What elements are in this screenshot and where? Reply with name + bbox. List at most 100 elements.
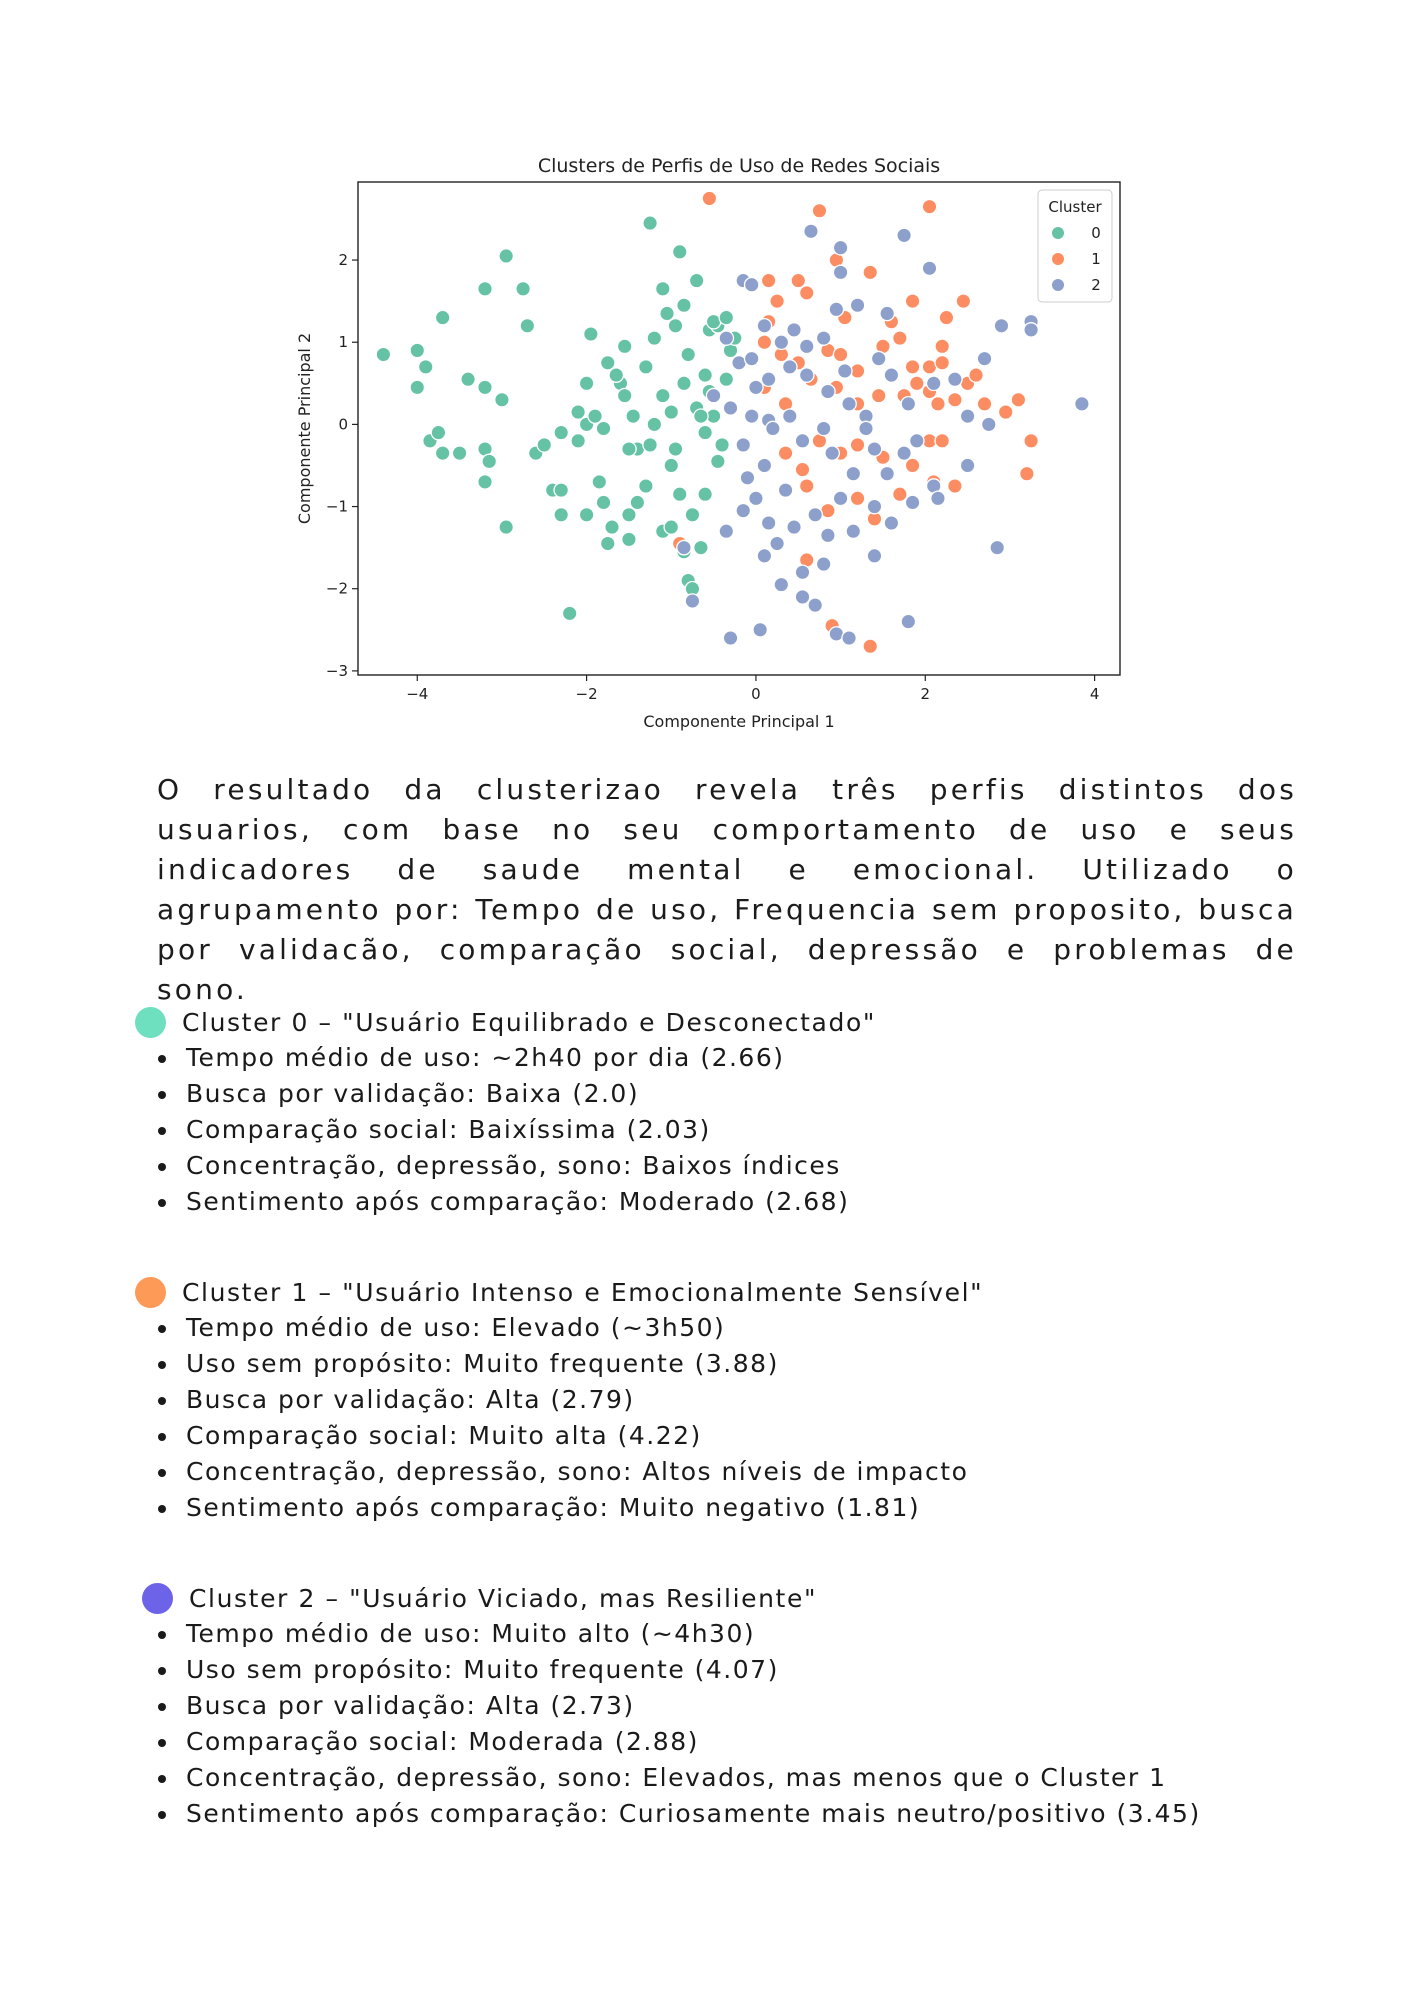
data-point-cluster-0 xyxy=(718,371,735,388)
y-tick-label: −1 xyxy=(326,498,348,516)
data-point-cluster-2 xyxy=(866,498,883,515)
data-point-cluster-2 xyxy=(748,379,764,396)
data-point-cluster-2 xyxy=(824,445,840,461)
data-point-cluster-2 xyxy=(959,457,976,474)
legend-label-2: 2 xyxy=(1091,276,1101,294)
data-point-cluster-0 xyxy=(621,531,637,548)
x-tick-label: −4 xyxy=(406,685,428,703)
data-point-cluster-2 xyxy=(815,330,832,346)
list-item: Comparação social: Moderada (2.88) xyxy=(135,1724,1335,1760)
data-point-cluster-1 xyxy=(794,461,811,478)
legend-label-1: 1 xyxy=(1091,250,1101,268)
data-point-cluster-1 xyxy=(976,395,993,412)
x-axis-label: Componente Principal 1 xyxy=(643,712,834,731)
list-item: Busca por validação: Baixa (2.0) xyxy=(135,1076,1335,1112)
data-point-cluster-2 xyxy=(748,490,764,507)
data-point-cluster-0 xyxy=(654,387,671,404)
data-point-cluster-2 xyxy=(866,548,883,564)
data-point-cluster-2 xyxy=(735,502,752,519)
data-point-cluster-2 xyxy=(989,539,1006,556)
list-item: Tempo médio de uso: Muito alto (~4h30) xyxy=(135,1616,1335,1652)
data-point-cluster-2 xyxy=(820,527,836,544)
data-point-cluster-0 xyxy=(697,424,713,441)
data-point-cluster-0 xyxy=(477,379,493,396)
data-point-cluster-2 xyxy=(760,515,777,531)
data-point-cluster-0 xyxy=(409,379,426,396)
data-point-cluster-2 xyxy=(828,301,845,318)
data-point-cluster-2 xyxy=(760,371,777,388)
data-point-cluster-0 xyxy=(599,354,616,371)
data-point-cluster-0 xyxy=(477,280,493,297)
data-point-cluster-0 xyxy=(693,408,709,425)
data-point-cluster-2 xyxy=(756,548,773,564)
data-point-cluster-2 xyxy=(959,408,976,425)
data-point-cluster-0 xyxy=(553,424,570,441)
data-point-cluster-2 xyxy=(879,465,896,482)
data-point-cluster-0 xyxy=(570,432,586,449)
y-axis-label: Componente Principal 2 xyxy=(295,333,314,524)
data-point-cluster-2 xyxy=(904,494,921,511)
data-point-cluster-0 xyxy=(680,346,697,363)
list-item: Tempo médio de uso: ~2h40 por dia (2.66) xyxy=(135,1040,1335,1076)
data-point-cluster-1 xyxy=(934,354,951,371)
data-point-cluster-0 xyxy=(409,342,426,359)
data-point-cluster-0 xyxy=(604,519,620,535)
data-point-cluster-2 xyxy=(765,420,781,437)
data-point-cluster-1 xyxy=(1010,391,1027,408)
data-point-cluster-0 xyxy=(693,539,709,556)
data-point-cluster-0 xyxy=(591,474,608,490)
intro-paragraph: O resultado da clusterizao revela três p… xyxy=(157,773,1297,1006)
data-point-cluster-1 xyxy=(760,272,777,289)
data-point-cluster-2 xyxy=(807,506,824,523)
data-point-cluster-1 xyxy=(777,445,794,461)
list-item: Sentimento após comparação: Moderado (2.… xyxy=(135,1184,1335,1220)
data-point-cluster-0 xyxy=(629,494,646,511)
data-point-cluster-2 xyxy=(718,330,735,346)
data-point-cluster-0 xyxy=(434,309,451,326)
data-point-cluster-1 xyxy=(904,293,921,309)
data-point-cluster-1 xyxy=(811,202,828,219)
y-tick-label: −3 xyxy=(326,662,348,680)
data-point-cluster-2 xyxy=(743,350,760,367)
data-point-cluster-1 xyxy=(756,334,773,351)
data-point-cluster-2 xyxy=(849,297,866,314)
cluster-1-title: Cluster 1 – "Usuário Intenso e Emocional… xyxy=(182,1277,984,1307)
data-point-cluster-0 xyxy=(663,404,680,420)
data-point-cluster-0 xyxy=(570,404,586,420)
data-point-cluster-0 xyxy=(638,359,654,375)
cluster-0-section: Cluster 0 – "Usuário Equilibrado e Desco… xyxy=(135,1004,1335,1220)
y-tick-label: 0 xyxy=(338,415,348,433)
cluster-2-header: Cluster 2 – "Usuário Viciado, mas Resili… xyxy=(135,1580,1335,1616)
data-point-cluster-1 xyxy=(790,272,807,289)
data-point-cluster-2 xyxy=(794,564,811,581)
x-tick-label: 4 xyxy=(1090,685,1100,703)
cluster-2-color-dot xyxy=(142,1582,173,1614)
data-point-cluster-2 xyxy=(773,334,790,351)
data-point-cluster-0 xyxy=(599,535,616,552)
data-point-cluster-1 xyxy=(849,490,866,507)
data-point-cluster-1 xyxy=(930,395,946,412)
data-point-cluster-0 xyxy=(709,453,726,470)
data-point-cluster-0 xyxy=(498,519,515,535)
data-point-cluster-2 xyxy=(879,305,896,322)
data-point-cluster-0 xyxy=(608,367,625,383)
data-point-cluster-2 xyxy=(900,395,917,412)
data-point-cluster-2 xyxy=(832,264,849,281)
data-point-cluster-2 xyxy=(930,490,946,507)
x-tick-label: 0 xyxy=(751,685,761,703)
data-point-cluster-2 xyxy=(870,350,887,367)
data-point-cluster-1 xyxy=(947,391,963,408)
data-point-cluster-0 xyxy=(654,280,671,297)
data-point-cluster-0 xyxy=(587,408,603,425)
data-point-cluster-2 xyxy=(841,395,857,412)
data-point-cluster-0 xyxy=(621,506,637,523)
data-point-cluster-2 xyxy=(866,441,883,457)
data-point-cluster-1 xyxy=(934,338,951,355)
list-item: Concentração, depressão, sono: Altos nív… xyxy=(135,1454,1335,1490)
data-point-cluster-2 xyxy=(947,371,963,388)
data-point-cluster-0 xyxy=(595,420,612,437)
data-point-cluster-1 xyxy=(870,387,887,404)
data-point-cluster-1 xyxy=(798,285,815,301)
x-tick-label: −2 xyxy=(576,685,598,703)
data-point-cluster-0 xyxy=(646,416,663,433)
